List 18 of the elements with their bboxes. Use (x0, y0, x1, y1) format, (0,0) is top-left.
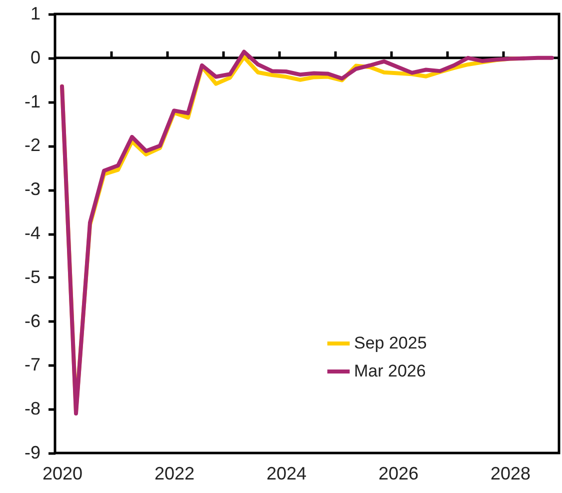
y-tick-label: 0 (30, 47, 40, 68)
y-tick-label: -9 (24, 442, 40, 462)
x-tick-label: 2020 (42, 464, 83, 484)
x-tick-label: 2024 (266, 464, 307, 484)
y-tick-label: -7 (24, 354, 40, 375)
y-tick-label: -4 (24, 223, 40, 243)
y-tick-label: -3 (24, 179, 40, 200)
y-tick-label: -5 (24, 266, 40, 287)
legend-label: Sep 2025 (354, 334, 427, 352)
x-tick-label: 2022 (154, 464, 195, 484)
y-tick-label: -2 (24, 135, 40, 156)
legend-label: Mar 2026 (354, 362, 426, 380)
y-tick-label: -1 (24, 91, 40, 112)
x-tick-label: 2026 (378, 464, 419, 484)
x-tick-label: 2028 (490, 464, 531, 484)
y-tick-label: 1 (30, 4, 40, 24)
y-tick-label: -8 (24, 398, 40, 419)
y-tick-label: -6 (24, 310, 40, 331)
